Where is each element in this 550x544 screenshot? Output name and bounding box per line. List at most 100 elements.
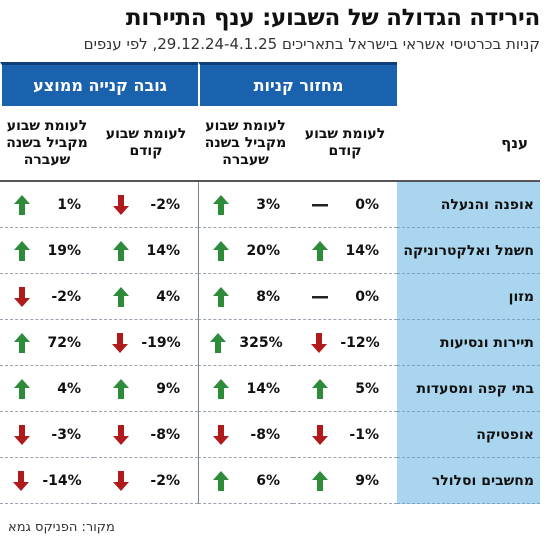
arrow-down-icon — [13, 286, 31, 308]
arrow-up-icon — [13, 332, 31, 354]
cell-avg-year: -3% — [0, 412, 94, 458]
value-avg-year: 1% — [57, 196, 81, 213]
page-subtitle: קניות בכרטיסי אשראי בישראל בתאריכים 29.1… — [83, 35, 540, 53]
arrow-up-icon — [112, 240, 130, 262]
column-header-category: ענף — [397, 106, 540, 182]
arrow-up-icon — [311, 378, 329, 400]
cell-turnover-year: 6% — [198, 458, 293, 504]
column-header-turnover-year: לעומת שבוע מקביל בשנה שעברה — [198, 106, 293, 182]
arrow-up-icon — [209, 332, 227, 354]
value-turnover-year: 3% — [256, 196, 280, 213]
value-turnover-year: 8% — [256, 288, 280, 305]
cell-avg-year: 72% — [0, 320, 94, 366]
cell-avg-year: -14% — [0, 458, 94, 504]
arrow-down-icon — [12, 470, 30, 492]
arrow-down-icon — [112, 194, 130, 216]
value-avg-prev: -2% — [150, 196, 180, 213]
cell-turnover-prev: 0% — [293, 274, 397, 320]
arrow-up-icon — [311, 240, 329, 262]
cell-turnover-year: 325% — [198, 320, 293, 366]
cell-turnover-year: -8% — [198, 412, 293, 458]
value-avg-prev: 14% — [146, 242, 180, 259]
value-turnover-prev: 5% — [355, 380, 379, 397]
cell-avg-prev: 9% — [94, 366, 198, 412]
arrow-up-icon — [212, 240, 230, 262]
corner-blank — [397, 62, 540, 106]
cell-turnover-prev: -12% — [293, 320, 397, 366]
arrow-down-icon — [212, 424, 230, 446]
arrow-up-icon — [311, 470, 329, 492]
value-turnover-prev: 14% — [345, 242, 379, 259]
cell-turnover-prev: 9% — [293, 458, 397, 504]
value-avg-prev: 4% — [156, 288, 180, 305]
value-turnover-year: 325% — [239, 334, 283, 351]
cell-avg-prev: 14% — [94, 228, 198, 274]
cell-avg-year: 19% — [0, 228, 94, 274]
arrow-up-icon — [212, 470, 230, 492]
source-note: מקור: הפניקס גמא — [8, 520, 115, 535]
value-avg-year: -14% — [42, 472, 82, 489]
value-avg-prev: -2% — [150, 472, 180, 489]
value-turnover-prev: 9% — [355, 472, 379, 489]
arrow-up-icon — [13, 194, 31, 216]
value-avg-year: -2% — [51, 288, 81, 305]
arrow-down-icon — [13, 424, 31, 446]
cell-turnover-year: 20% — [198, 228, 293, 274]
arrow-up-icon — [13, 240, 31, 262]
arrow-down-icon — [112, 470, 130, 492]
value-turnover-prev: -1% — [349, 426, 379, 443]
value-avg-year: 72% — [47, 334, 81, 351]
arrow-up-icon — [112, 286, 130, 308]
cell-turnover-prev: 14% — [293, 228, 397, 274]
category-label: אופטיקה — [397, 412, 540, 458]
cell-turnover-prev: 5% — [293, 366, 397, 412]
cell-avg-year: 1% — [0, 182, 94, 228]
category-label: מזון — [397, 274, 540, 320]
data-table: מחזור קניות גובה קנייה ממוצע ענף לעומת ש… — [0, 62, 540, 504]
category-label: בתי קפה ומסעדות — [397, 366, 540, 412]
value-turnover-prev: 0% — [355, 288, 379, 305]
column-header-turnover-prev: לעומת שבוע קודם — [293, 106, 397, 182]
value-turnover-year: 6% — [256, 472, 280, 489]
dash-icon — [311, 286, 329, 308]
cell-turnover-year: 3% — [198, 182, 293, 228]
value-turnover-year: 20% — [246, 242, 280, 259]
arrow-down-icon — [112, 424, 130, 446]
column-header-avg-prev: לעומת שבוע קודם — [94, 106, 198, 182]
category-label: אופנה והנעלה — [397, 182, 540, 228]
value-avg-prev: -8% — [150, 426, 180, 443]
dash-icon — [311, 194, 329, 216]
cell-turnover-year: 14% — [198, 366, 293, 412]
arrow-down-icon — [111, 332, 129, 354]
cell-avg-year: 4% — [0, 366, 94, 412]
value-avg-prev: -19% — [141, 334, 181, 351]
value-avg-year: 4% — [57, 380, 81, 397]
cell-avg-prev: -2% — [94, 182, 198, 228]
cell-avg-prev: -8% — [94, 412, 198, 458]
page-title: הירידה הגדולה של השבוע: ענף התיירות — [125, 5, 540, 31]
cell-avg-prev: -19% — [94, 320, 198, 366]
arrow-down-icon — [310, 332, 328, 354]
arrow-down-icon — [311, 424, 329, 446]
cell-turnover-prev: -1% — [293, 412, 397, 458]
column-header-avg-year: לעומת שבוע מקביל בשנה שעברה — [0, 106, 94, 182]
category-label: תיירות ונסיעות — [397, 320, 540, 366]
value-turnover-year: 14% — [246, 380, 280, 397]
cell-avg-prev: 4% — [94, 274, 198, 320]
arrow-up-icon — [13, 378, 31, 400]
category-label: חשמל ואלקטרוניקה — [397, 228, 540, 274]
value-turnover-prev: 0% — [355, 196, 379, 213]
value-avg-year: -3% — [51, 426, 81, 443]
category-label: מחשבים וסלולר — [397, 458, 540, 504]
arrow-up-icon — [212, 378, 230, 400]
cell-avg-year: -2% — [0, 274, 94, 320]
cell-avg-prev: -2% — [94, 458, 198, 504]
value-avg-year: 19% — [47, 242, 81, 259]
arrow-up-icon — [112, 378, 130, 400]
cell-turnover-prev: 0% — [293, 182, 397, 228]
group-header-turnover: מחזור קניות — [198, 62, 397, 106]
arrow-up-icon — [212, 286, 230, 308]
cell-turnover-year: 8% — [198, 274, 293, 320]
value-turnover-year: -8% — [250, 426, 280, 443]
group-header-avg: גובה קנייה ממוצע — [0, 62, 198, 106]
